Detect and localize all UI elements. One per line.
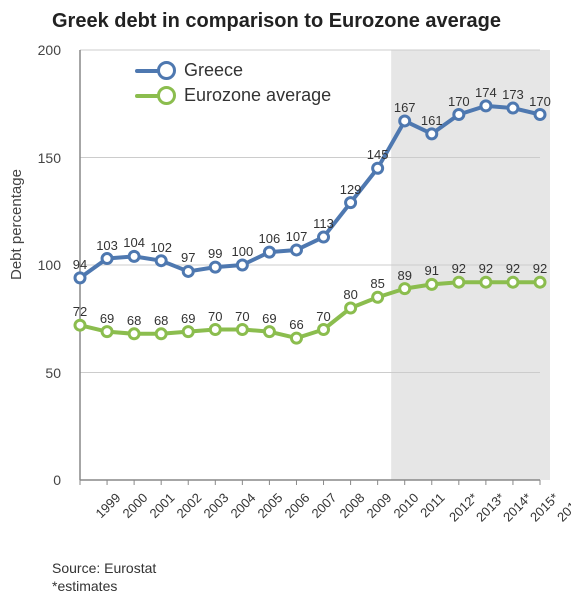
data-label: 68 <box>127 313 141 328</box>
data-label: 91 <box>425 263 439 278</box>
data-label: 94 <box>73 257 87 272</box>
data-label: 92 <box>506 261 520 276</box>
data-label: 113 <box>313 216 334 231</box>
data-label: 70 <box>235 309 249 324</box>
data-label: 92 <box>452 261 466 276</box>
data-label: 92 <box>479 261 493 276</box>
legend-marker-icon <box>157 61 176 80</box>
data-label: 170 <box>529 94 551 109</box>
legend-item: Greece <box>135 60 331 81</box>
chart-container: Greek debt in comparison to Eurozone ave… <box>0 0 571 599</box>
plot-area <box>70 40 550 520</box>
data-label: 100 <box>231 244 253 259</box>
y-tick-label: 50 <box>21 365 61 381</box>
data-label: 102 <box>150 240 172 255</box>
data-label: 70 <box>208 309 222 324</box>
data-label: 107 <box>286 229 308 244</box>
data-label: 104 <box>123 235 145 250</box>
data-label: 167 <box>394 100 416 115</box>
legend: Greece Eurozone average <box>135 60 331 110</box>
source-note: Source: Eurostat <box>52 560 156 576</box>
data-label: 66 <box>289 317 303 332</box>
data-label: 89 <box>397 268 411 283</box>
legend-line-icon <box>135 69 159 73</box>
y-tick-label: 150 <box>21 150 61 166</box>
data-label: 170 <box>448 94 470 109</box>
data-label: 72 <box>73 304 87 319</box>
data-label: 103 <box>96 238 118 253</box>
y-tick-label: 0 <box>21 472 61 488</box>
legend-line-icon <box>135 94 159 98</box>
data-label: 97 <box>181 250 195 265</box>
data-label: 99 <box>208 246 222 261</box>
data-label: 161 <box>421 113 443 128</box>
data-label: 106 <box>259 231 281 246</box>
legend-label: Greece <box>184 60 243 81</box>
data-label: 68 <box>154 313 168 328</box>
legend-item: Eurozone average <box>135 85 331 106</box>
data-label: 69 <box>262 311 276 326</box>
estimates-note: *estimates <box>52 578 117 594</box>
data-label: 69 <box>181 311 195 326</box>
chart-title: Greek debt in comparison to Eurozone ave… <box>52 10 501 33</box>
data-label: 173 <box>502 87 524 102</box>
y-tick-label: 100 <box>21 257 61 273</box>
y-tick-label: 200 <box>21 42 61 58</box>
data-label: 174 <box>475 85 497 100</box>
data-label: 70 <box>316 309 330 324</box>
data-label: 145 <box>367 147 389 162</box>
data-label: 92 <box>533 261 547 276</box>
data-label: 85 <box>370 276 384 291</box>
data-label: 129 <box>340 182 362 197</box>
legend-marker-icon <box>157 86 176 105</box>
legend-label: Eurozone average <box>184 85 331 106</box>
data-label: 80 <box>343 287 357 302</box>
data-label: 69 <box>100 311 114 326</box>
